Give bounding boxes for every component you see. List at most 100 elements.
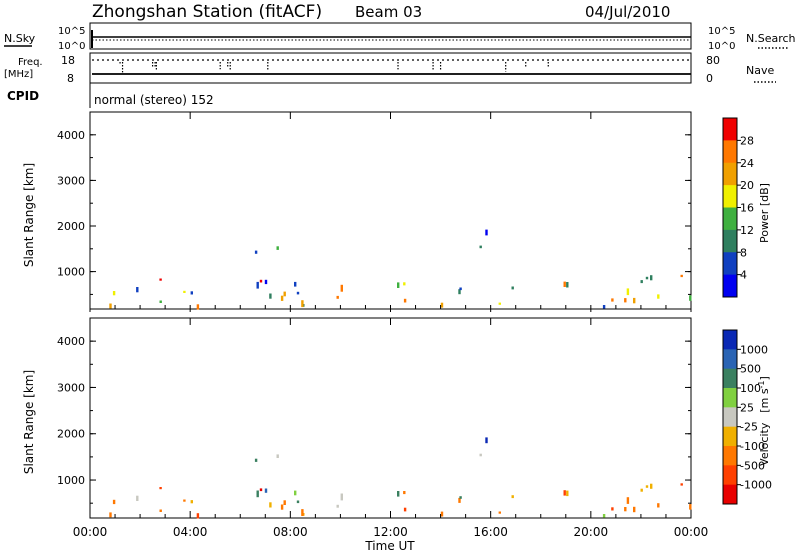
echo-cell	[109, 512, 112, 518]
echo-cell	[657, 503, 660, 508]
echo-cell	[566, 490, 569, 497]
echo-cell	[611, 507, 614, 511]
colorbar-segment	[723, 349, 737, 370]
freq-dips	[119, 62, 549, 73]
colorbar-segment	[723, 407, 737, 428]
velocity-panel	[89, 317, 692, 519]
velocity-cbar-label: Velocity [m s-1]	[757, 376, 771, 466]
echo-cell	[459, 287, 462, 291]
echo-cell	[397, 491, 400, 497]
colorbar-frame	[722, 329, 738, 505]
echo-cell	[336, 504, 339, 508]
nsearch-tick-top: 10^5	[708, 26, 735, 37]
echo-cell	[624, 507, 627, 512]
echo-cell	[183, 290, 186, 293]
echo-cell	[498, 302, 501, 305]
colorbar-segment	[723, 207, 737, 231]
colorbar-segment	[723, 252, 737, 276]
colorbar-tick-label: 4	[740, 269, 747, 282]
echo-cell	[680, 483, 683, 486]
nsky-panel	[89, 22, 692, 50]
echo-cell	[109, 303, 112, 309]
xtick-label: 12:00	[373, 525, 408, 539]
station-title: Zhongshan Station (fitACF)	[92, 2, 322, 22]
colorbar-segment	[723, 388, 737, 408]
colorbar-tick-label: 500	[740, 363, 761, 376]
colorbar-segment	[723, 118, 737, 141]
echo-cell	[479, 453, 482, 457]
velocity-cbar-unit: [m s	[758, 388, 771, 413]
echo-cell	[440, 511, 444, 517]
echo-cell	[276, 454, 279, 458]
nsearch-label: N.Search	[746, 32, 796, 45]
velocity-cbar-name: Velocity	[758, 422, 771, 466]
echo-cell	[294, 490, 297, 496]
echo-cell	[340, 493, 343, 501]
velocity-ylabel: Slant Range [km]	[22, 370, 36, 474]
echo-cell	[479, 245, 482, 249]
colorbar-segment	[723, 426, 737, 447]
velocity-cbar-unit-end: ]	[758, 376, 771, 380]
echo-cell	[301, 509, 304, 516]
colorbar-segment	[723, 274, 737, 298]
echo-cell	[269, 293, 272, 299]
echo-cell	[296, 500, 300, 504]
echo-cell	[602, 305, 606, 309]
date-label: 04/Jul/2010	[585, 3, 670, 21]
colorbar-tick-label: 28	[740, 134, 754, 147]
echo-cell	[294, 281, 297, 287]
power-yaxis: 1000 2000 3000 4000	[57, 129, 691, 295]
colorbar-tick-label: 8	[740, 246, 747, 259]
colorbar-tick-label: 20	[740, 179, 754, 192]
velocity-yaxis: 1000 2000 3000 4000	[57, 335, 691, 504]
freq-unit-label: [MHz]	[4, 69, 33, 80]
nsky-label: N.Sky	[4, 32, 36, 45]
echo-cell	[254, 250, 258, 254]
echo-cell	[190, 291, 193, 295]
colorbar-tick-label: 16	[740, 202, 754, 215]
echo-cell	[264, 488, 268, 493]
echo-cell	[689, 504, 692, 510]
colorbar-segment	[723, 368, 737, 389]
echo-cell	[633, 506, 636, 513]
xtick-label: 00:00	[674, 525, 709, 539]
velocity-data	[109, 437, 692, 519]
echo-cell	[459, 496, 462, 499]
xtick-label: 20:00	[574, 525, 609, 539]
power-ylabel: Slant Range [km]	[22, 163, 36, 267]
echo-cell	[136, 287, 139, 293]
ytick-label: 3000	[57, 381, 85, 394]
ytick-label: 1000	[57, 266, 85, 279]
colorbar-tick-label: 100	[740, 382, 761, 395]
colorbar-segment	[723, 229, 737, 253]
colorbar-segment	[723, 185, 737, 208]
echo-cell	[280, 295, 284, 301]
nave-tick-bottom: 0	[706, 72, 713, 85]
echo-cell	[340, 284, 343, 292]
colorbar-tick-label: -500	[740, 459, 765, 472]
echo-cell	[602, 514, 606, 518]
echo-cell	[259, 488, 263, 492]
velocity-cbar-unit-sup: -1	[757, 380, 766, 388]
echo-cell	[650, 275, 653, 281]
echo-cell	[403, 282, 406, 286]
echo-cell	[657, 294, 660, 299]
echo-cell	[283, 291, 286, 297]
colorbar-segment	[723, 484, 737, 505]
ytick-label: 3000	[57, 174, 85, 187]
nave-label: Nave	[746, 64, 774, 77]
colorbar-tick-label: -25	[740, 421, 758, 434]
echo-cell	[264, 279, 268, 285]
ytick-label: 2000	[57, 428, 85, 441]
echo-cell	[159, 509, 162, 512]
colorbar-tick-label: 25	[740, 401, 754, 414]
echo-cell	[645, 276, 649, 280]
xaxis-label: Time UT	[364, 539, 415, 553]
echo-cell	[440, 302, 444, 308]
echo-cell	[283, 500, 286, 505]
echo-cell	[196, 513, 200, 519]
echo-cell	[566, 282, 569, 288]
echo-cell	[650, 483, 653, 489]
echo-cell	[626, 497, 630, 504]
